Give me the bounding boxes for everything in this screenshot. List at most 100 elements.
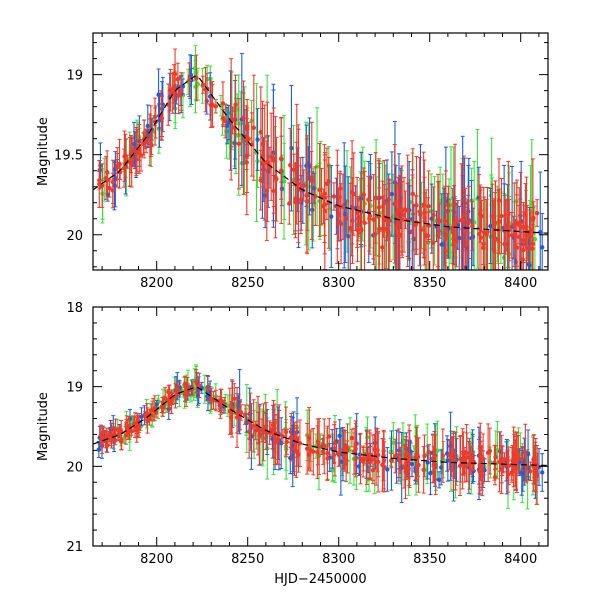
data-point-red	[530, 241, 536, 247]
y-tick-label: 20	[66, 229, 83, 244]
data-point-red	[481, 230, 487, 235]
data-point-red	[322, 208, 328, 214]
model-curve	[93, 75, 548, 234]
y-axis-title: Magnitude	[36, 117, 51, 186]
data-point-red	[274, 176, 279, 182]
data-point-red	[316, 444, 322, 449]
data-point-red	[236, 141, 242, 146]
data-point-red	[514, 457, 520, 463]
data-point-blue	[469, 235, 474, 241]
data-point-red	[397, 233, 402, 238]
data-point-red	[517, 234, 522, 240]
data-point-red	[257, 433, 262, 438]
x-tick-label: 8350	[413, 276, 446, 291]
data-point-red	[440, 453, 446, 458]
data-point-red	[194, 75, 199, 81]
data-point-red	[367, 216, 372, 221]
data-point-red	[259, 428, 265, 433]
data-point-red	[381, 458, 387, 463]
data-point-red	[284, 439, 289, 445]
data-point-blue	[188, 72, 194, 78]
data-point-red	[506, 463, 511, 468]
data-point-blue	[436, 477, 442, 483]
data-point-blue	[255, 137, 260, 142]
data-point-red	[107, 186, 112, 191]
data-point-red	[147, 416, 152, 422]
data-point-red	[322, 444, 327, 449]
data-point-red	[446, 203, 451, 208]
x-axis-title: HJD−2450000	[274, 572, 366, 587]
data-point-red	[443, 227, 449, 232]
data-point-red	[332, 446, 338, 452]
data-point-red	[152, 114, 158, 120]
data-point-red	[271, 158, 276, 163]
data-point-red	[292, 446, 297, 452]
data-point-red	[500, 457, 505, 462]
data-point-red	[149, 142, 154, 148]
data-point-red	[512, 451, 517, 456]
data-points	[96, 364, 545, 510]
data-point-red	[197, 383, 202, 388]
data-point-red	[293, 199, 298, 205]
data-point-blue	[428, 470, 433, 476]
data-point-red	[353, 442, 358, 447]
data-point-red	[205, 386, 211, 391]
data-point-red	[152, 406, 157, 411]
data-point-blue	[389, 191, 395, 197]
data-point-red	[99, 183, 105, 188]
data-point-red	[509, 232, 514, 238]
x-tick-label: 8200	[140, 552, 173, 567]
data-point-red	[242, 412, 248, 417]
data-point-red	[338, 186, 343, 191]
data-point-red	[355, 216, 361, 221]
data-point-green	[282, 179, 287, 184]
data-point-blue	[538, 229, 543, 235]
data-point-red	[276, 432, 282, 437]
data-point-red	[288, 163, 293, 168]
data-point-red	[220, 115, 226, 121]
data-point-red	[220, 101, 226, 106]
data-point-red	[375, 448, 380, 453]
top-panel: 8200 8250 8300 8350 8400 19 19.5 20 Magnitude	[36, 32, 549, 291]
data-point-red	[480, 456, 486, 461]
data-point-red	[467, 461, 472, 466]
data-point-red	[485, 229, 490, 235]
data-point-blue	[540, 245, 545, 250]
data-point-red	[331, 194, 337, 199]
data-point-red	[193, 378, 199, 384]
data-point-red	[392, 201, 397, 206]
data-point-red	[338, 221, 344, 226]
data-point-blue	[226, 120, 232, 125]
data-point-blue	[156, 92, 161, 97]
data-point-red	[234, 415, 240, 420]
data-point-red	[241, 115, 246, 121]
data-point-red	[337, 450, 342, 456]
y-tick-label: 19.5	[54, 149, 83, 164]
data-point-red	[452, 202, 458, 207]
data-point-red	[389, 458, 394, 463]
data-point-red	[288, 435, 293, 441]
data-point-red	[426, 449, 432, 455]
data-point-red	[414, 203, 419, 208]
data-point-red	[464, 240, 470, 246]
data-point-red	[396, 452, 402, 458]
data-point-red	[258, 129, 264, 135]
y-tick-label: 19	[66, 381, 83, 396]
data-point-red	[519, 456, 525, 461]
data-point-red	[401, 212, 407, 218]
data-point-blue	[385, 467, 390, 472]
x-tick-label: 8250	[231, 276, 264, 291]
data-point-red	[492, 474, 498, 480]
data-point-red	[200, 82, 206, 87]
data-point-red	[233, 102, 238, 107]
data-point-red	[327, 434, 332, 439]
data-point-red	[148, 408, 154, 413]
data-point-red	[258, 178, 263, 183]
data-point-red	[349, 190, 355, 195]
data-point-red	[253, 428, 258, 433]
data-point-red	[361, 457, 366, 462]
data-point-red	[344, 448, 350, 453]
data-point-red	[370, 467, 376, 473]
data-point-red	[372, 231, 378, 237]
data-point-red	[208, 102, 214, 108]
